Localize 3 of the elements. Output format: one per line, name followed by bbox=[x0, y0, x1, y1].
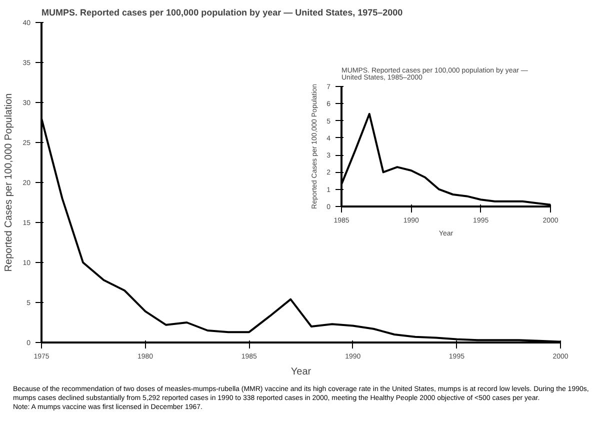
chart-title: MUMPS. Reported cases per 100,000 population by year — United States, 1975–2000 bbox=[42, 8, 403, 18]
y-axis-title: Reported Cases per 100,000 Population bbox=[4, 93, 15, 272]
x-axis-title: Year bbox=[290, 366, 312, 378]
